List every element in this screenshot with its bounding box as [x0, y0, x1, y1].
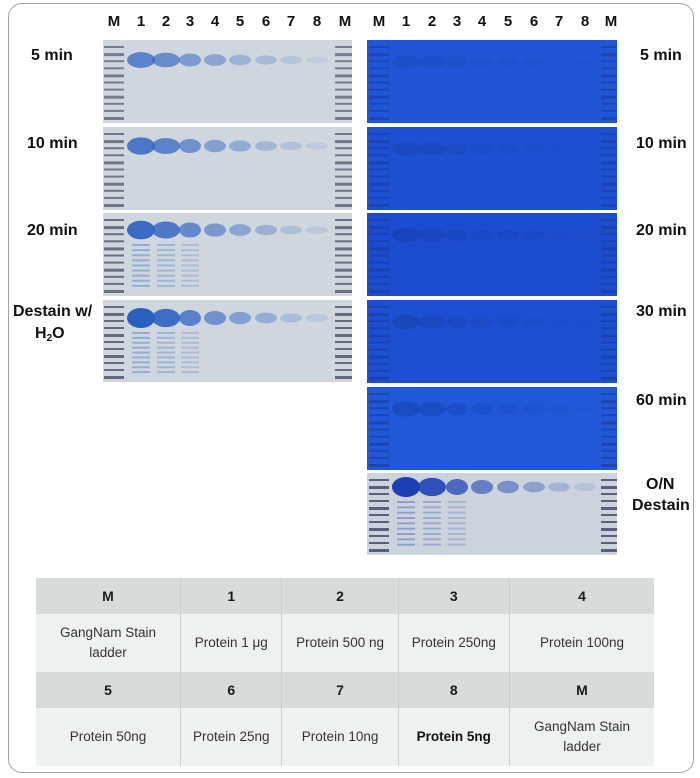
- right-gel-image-3: [367, 300, 617, 383]
- lane-legend-table: M 1 2 3 4 GangNam Stain ladder Protein 1…: [36, 578, 654, 766]
- left-lane-header-0: M: [107, 13, 121, 30]
- legend-desc-3: Protein 250ng: [411, 635, 496, 650]
- left-lane-header-1: 1: [136, 13, 146, 30]
- left-lane-header-9: M: [338, 13, 352, 30]
- right-row-label-60min: 60 min: [636, 392, 687, 409]
- right-row-label-30min: 30 min: [636, 303, 687, 320]
- right-gel-image-5: [367, 473, 617, 555]
- legend-desc-5: Protein 50ng: [69, 729, 147, 744]
- right-row-label-5min: 5 min: [640, 47, 682, 64]
- legend-header-3: 3: [397, 578, 510, 614]
- legend-header-2: 2: [281, 578, 399, 614]
- right-row-label-on-line2: Destain: [632, 497, 690, 514]
- legend-desc-6: Protein 25ng: [192, 729, 270, 744]
- right-lane-header-3: 3: [452, 13, 462, 30]
- right-gel-image-2: [367, 213, 617, 296]
- left-gel-image-3: [103, 300, 352, 382]
- right-lane-header-7: 7: [554, 13, 564, 30]
- left-row-label-10min: 10 min: [27, 135, 78, 152]
- right-lane-header-1: 1: [401, 13, 411, 30]
- legend-header-6: 6: [180, 672, 282, 708]
- left-lane-header-5: 5: [235, 13, 245, 30]
- legend-desc-1: Protein 1 μg: [194, 635, 268, 650]
- right-row-label-10min: 10 min: [636, 135, 687, 152]
- right-row-label-on-line1: O/N: [646, 476, 675, 493]
- legend-desc-M2: GangNam Stain ladder: [533, 719, 630, 754]
- right-gel-image-0: [367, 40, 617, 123]
- left-lane-header-2: 2: [161, 13, 171, 30]
- legend-header-1: 1: [180, 578, 282, 614]
- right-row-label-20min: 20 min: [636, 222, 687, 239]
- right-gel-image-1: [367, 127, 617, 210]
- left-row-label-5min: 5 min: [31, 47, 73, 64]
- left-gel-image-0: [103, 40, 352, 123]
- right-lane-header-4: 4: [477, 13, 487, 30]
- right-lane-header-2: 2: [427, 13, 437, 30]
- left-lane-header-4: 4: [210, 13, 220, 30]
- right-gel-image-4: [367, 387, 617, 470]
- right-lane-header-0: M: [372, 13, 386, 30]
- legend-desc-2: Protein 500 ng: [296, 635, 384, 650]
- legend-desc-4: Protein 100ng: [539, 635, 625, 650]
- right-lane-header-6: 6: [529, 13, 539, 30]
- legend-header-M2: M: [508, 672, 654, 708]
- legend-header-4: 4: [508, 578, 654, 614]
- left-gel-image-1: [103, 127, 352, 210]
- right-lane-header-5: 5: [503, 13, 513, 30]
- right-lane-header-8: 8: [580, 13, 590, 30]
- left-lane-header-6: 6: [261, 13, 271, 30]
- left-lane-header-3: 3: [185, 13, 195, 30]
- legend-header-M: M: [36, 578, 181, 614]
- legend-header-7: 7: [281, 672, 399, 708]
- legend-header-8: 8: [397, 672, 510, 708]
- legend-desc-8: Protein 5ng: [416, 729, 491, 744]
- left-row-label-destain-line2: H2O: [35, 325, 65, 344]
- legend-desc-7: Protein 10ng: [301, 729, 379, 744]
- left-lane-header-8: 8: [312, 13, 322, 30]
- legend-header-5: 5: [36, 672, 181, 708]
- left-row-label-destain-line1: Destain w/: [13, 303, 93, 320]
- left-gel-image-2: [103, 213, 352, 296]
- legend-desc-M: GangNam Stain ladder: [59, 625, 157, 660]
- left-row-label-20min: 20 min: [27, 222, 78, 239]
- left-lane-header-7: 7: [286, 13, 296, 30]
- right-lane-header-9: M: [604, 13, 618, 30]
